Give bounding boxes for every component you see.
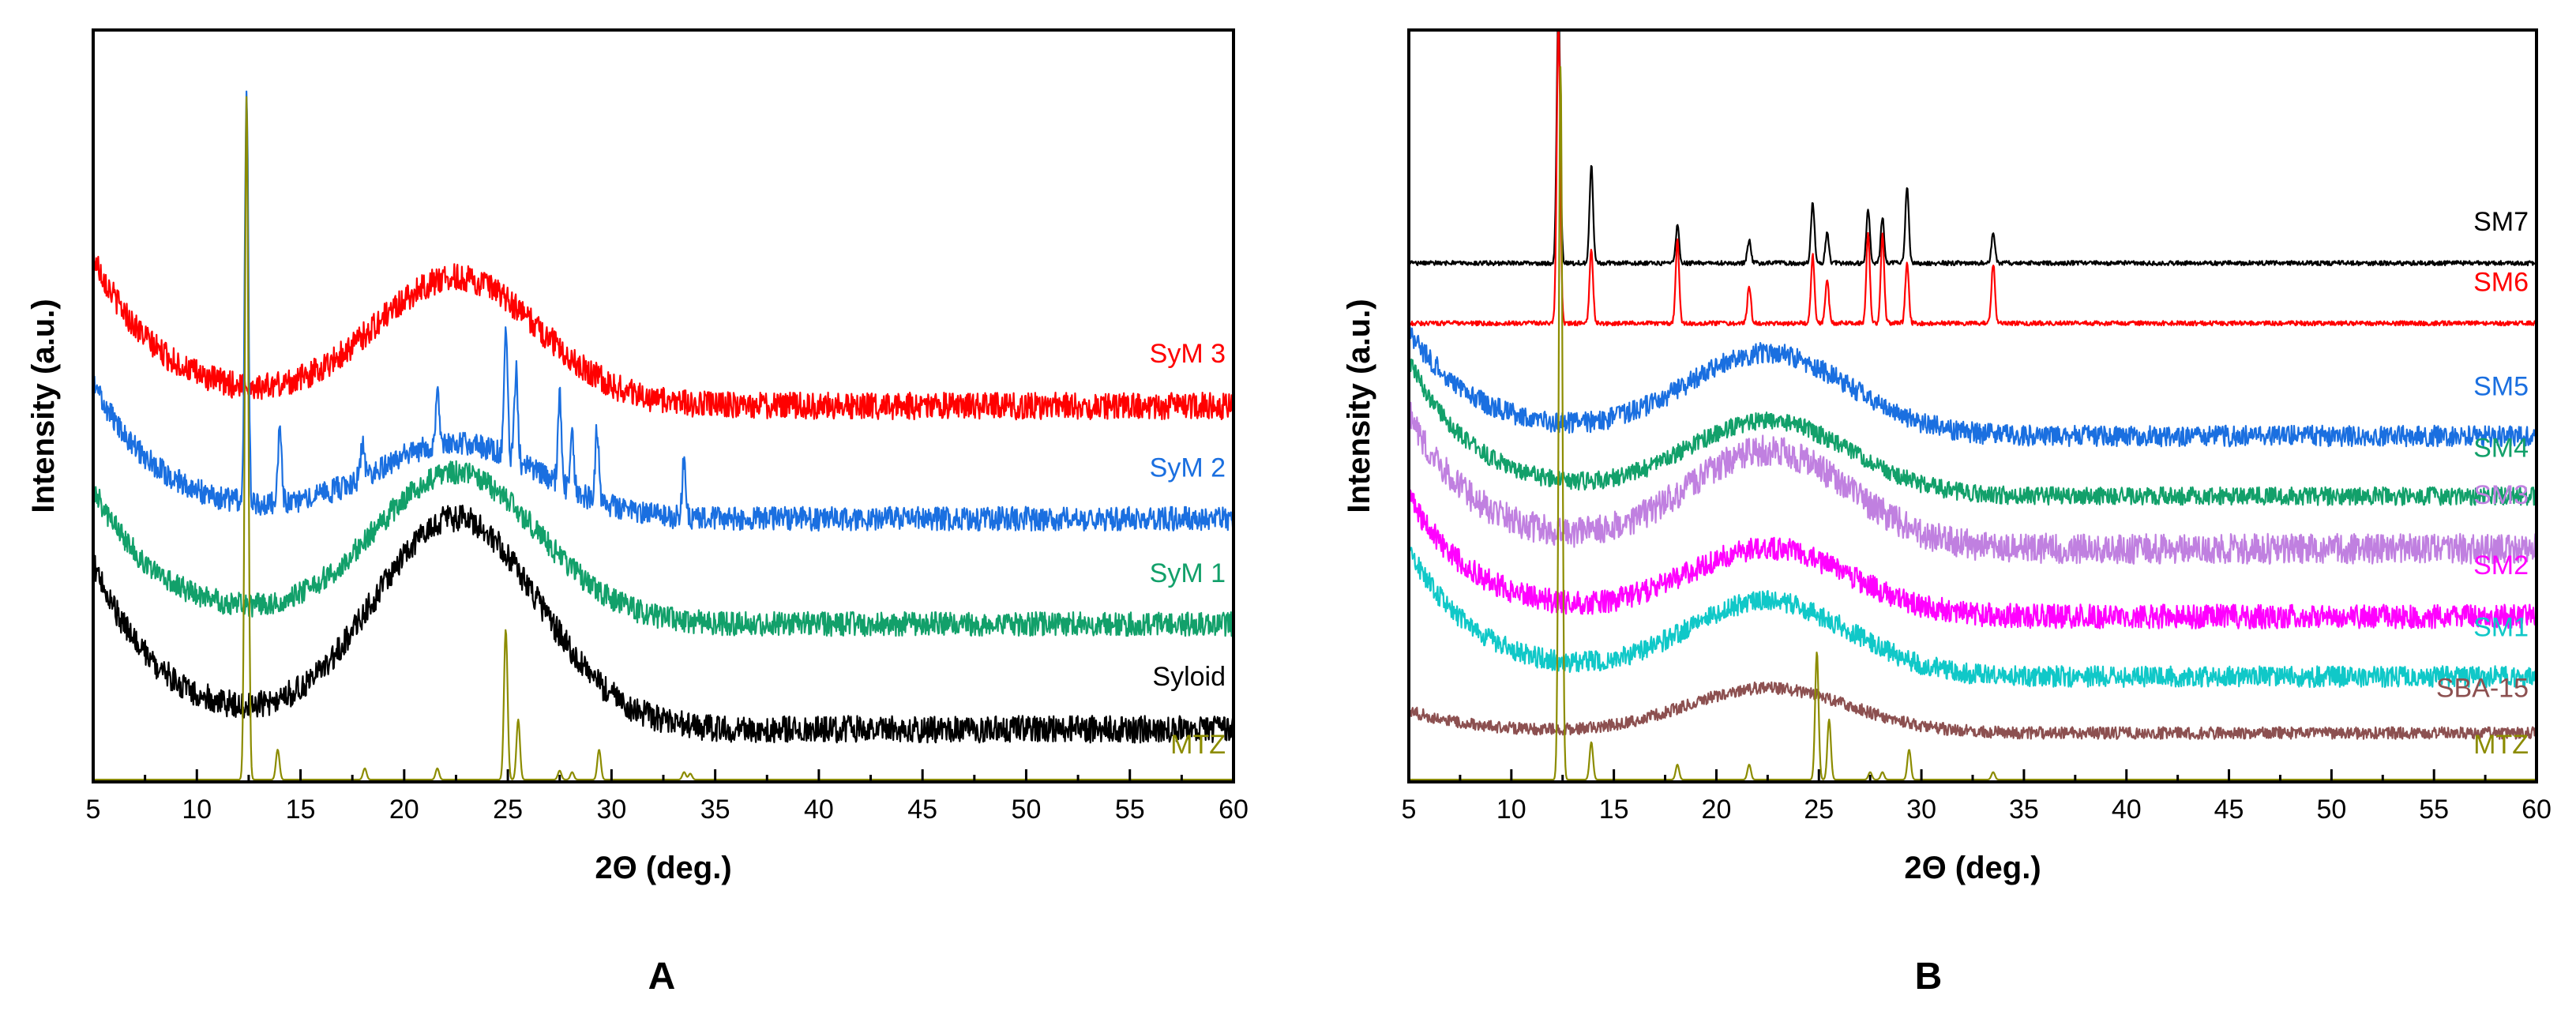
- panel-b-x-axis-label: 2Θ (deg.): [1904, 851, 2041, 885]
- panel-a-x-tick-label: 30: [596, 795, 626, 825]
- panel-b-label-sm6: SM6: [2473, 267, 2529, 297]
- panel-b-x-tick-label: 35: [2009, 795, 2039, 825]
- panel-a-x-tick-label: 60: [1219, 795, 1249, 825]
- panel-b-x-tick-label: 50: [2316, 795, 2346, 825]
- panel-b-x-tick-label: 5: [1402, 795, 1417, 825]
- panel-a-x-tick-label: 25: [493, 795, 523, 825]
- panel-a-traces: [93, 90, 1234, 781]
- panel-a-x-tick-label: 55: [1115, 795, 1145, 825]
- panel-b-trace-sm2: [1409, 488, 2537, 629]
- panel-b-label-sm7: SM7: [2473, 207, 2529, 237]
- panel-b-trace-sm1: [1409, 544, 2537, 689]
- panel-b-trace-sm6: [1409, 30, 2537, 327]
- panel-b-x-tick-label: 45: [2214, 795, 2244, 825]
- panel-b-traces: [1409, 30, 2537, 781]
- panel-a-x-tick-label: 40: [804, 795, 834, 825]
- panel-b-y-axis-label: Intensity (a.u.): [1342, 299, 1376, 513]
- panel-b-trace-sm5: [1409, 326, 2537, 448]
- panel-letter-a: A: [648, 956, 676, 998]
- panel-a-trace-mtz: [93, 96, 1234, 781]
- panel-a-x-tick-label: 50: [1012, 795, 1042, 825]
- panel-b-label-sm3: SM3: [2473, 480, 2529, 510]
- panel-b-label-mtz: MTZ: [2473, 730, 2529, 760]
- panel-b-x-tick-label: 20: [1702, 795, 1732, 825]
- panel-a-label-syloid: Syloid: [1152, 662, 1226, 692]
- panel-a-label-mtz: MTZ: [1170, 730, 1226, 760]
- panel-b-x-tick-label: 30: [1906, 795, 1936, 825]
- panel-a-trace-sym-3: [93, 250, 1234, 421]
- panel-b-x-tick-label: 60: [2522, 795, 2552, 825]
- panel-b-label-sm4: SM4: [2473, 434, 2529, 464]
- panel-letter-b: B: [1915, 956, 1943, 998]
- panel-a-x-axis-label: 2Θ (deg.): [595, 851, 731, 885]
- panel-b-trace-sm7: [1409, 30, 2537, 267]
- panel-a-x-tick-label: 15: [286, 795, 316, 825]
- panel-b-label-sm1: SM1: [2473, 612, 2529, 642]
- panel-b-trace-sm4: [1409, 358, 2537, 506]
- panel-a-label-sym-1: SyM 1: [1150, 558, 1226, 588]
- panel-a-label-sym-3: SyM 3: [1150, 339, 1226, 369]
- panel-b-label-sm2: SM2: [2473, 550, 2529, 581]
- panel-a-trace-sym-1: [93, 460, 1234, 637]
- panel-a-x-tick-label: 5: [86, 795, 101, 825]
- panel-b-chart: SM7 SM6 SM5 SM4 SM3 SM2 SM1 SBA-15 MTZ 5 10 15 20 25 3…: [1342, 28, 2552, 885]
- panel-b-x-tick-label: 55: [2419, 795, 2449, 825]
- panel-a-trace-sym-2: [93, 90, 1234, 532]
- panel-b-label-sm5: SM5: [2473, 372, 2529, 402]
- panel-b-label-sba-15: SBA-15: [2436, 673, 2529, 703]
- panel-a-y-axis-label: Intensity (a.u.): [26, 299, 61, 513]
- panel-b-x-tick-label: 10: [1496, 795, 1526, 825]
- panel-b-trace-sm3: [1409, 400, 2537, 565]
- panel-a-x-tick-label: 35: [700, 795, 730, 825]
- panel-a-x-tick-label: 10: [182, 795, 212, 825]
- panel-a-trace-syloid: [93, 504, 1234, 744]
- panel-b-x-tick-label: 40: [2112, 795, 2142, 825]
- panel-a-label-sym-2: SyM 2: [1150, 453, 1226, 483]
- panel-a-chart: SyM 3 SyM 2 SyM 1 Syloid MTZ 5 10 15 20 25 30 35 40 4…: [26, 28, 1249, 885]
- panel-b-x-tick-label: 25: [1804, 795, 1834, 825]
- panel-a-x-tick-label: 45: [907, 795, 937, 825]
- panel-b-x-tick-label: 15: [1599, 795, 1629, 825]
- panel-b-trace-sba-15: [1409, 681, 2537, 740]
- panel-a-x-tick-label: 20: [389, 795, 419, 825]
